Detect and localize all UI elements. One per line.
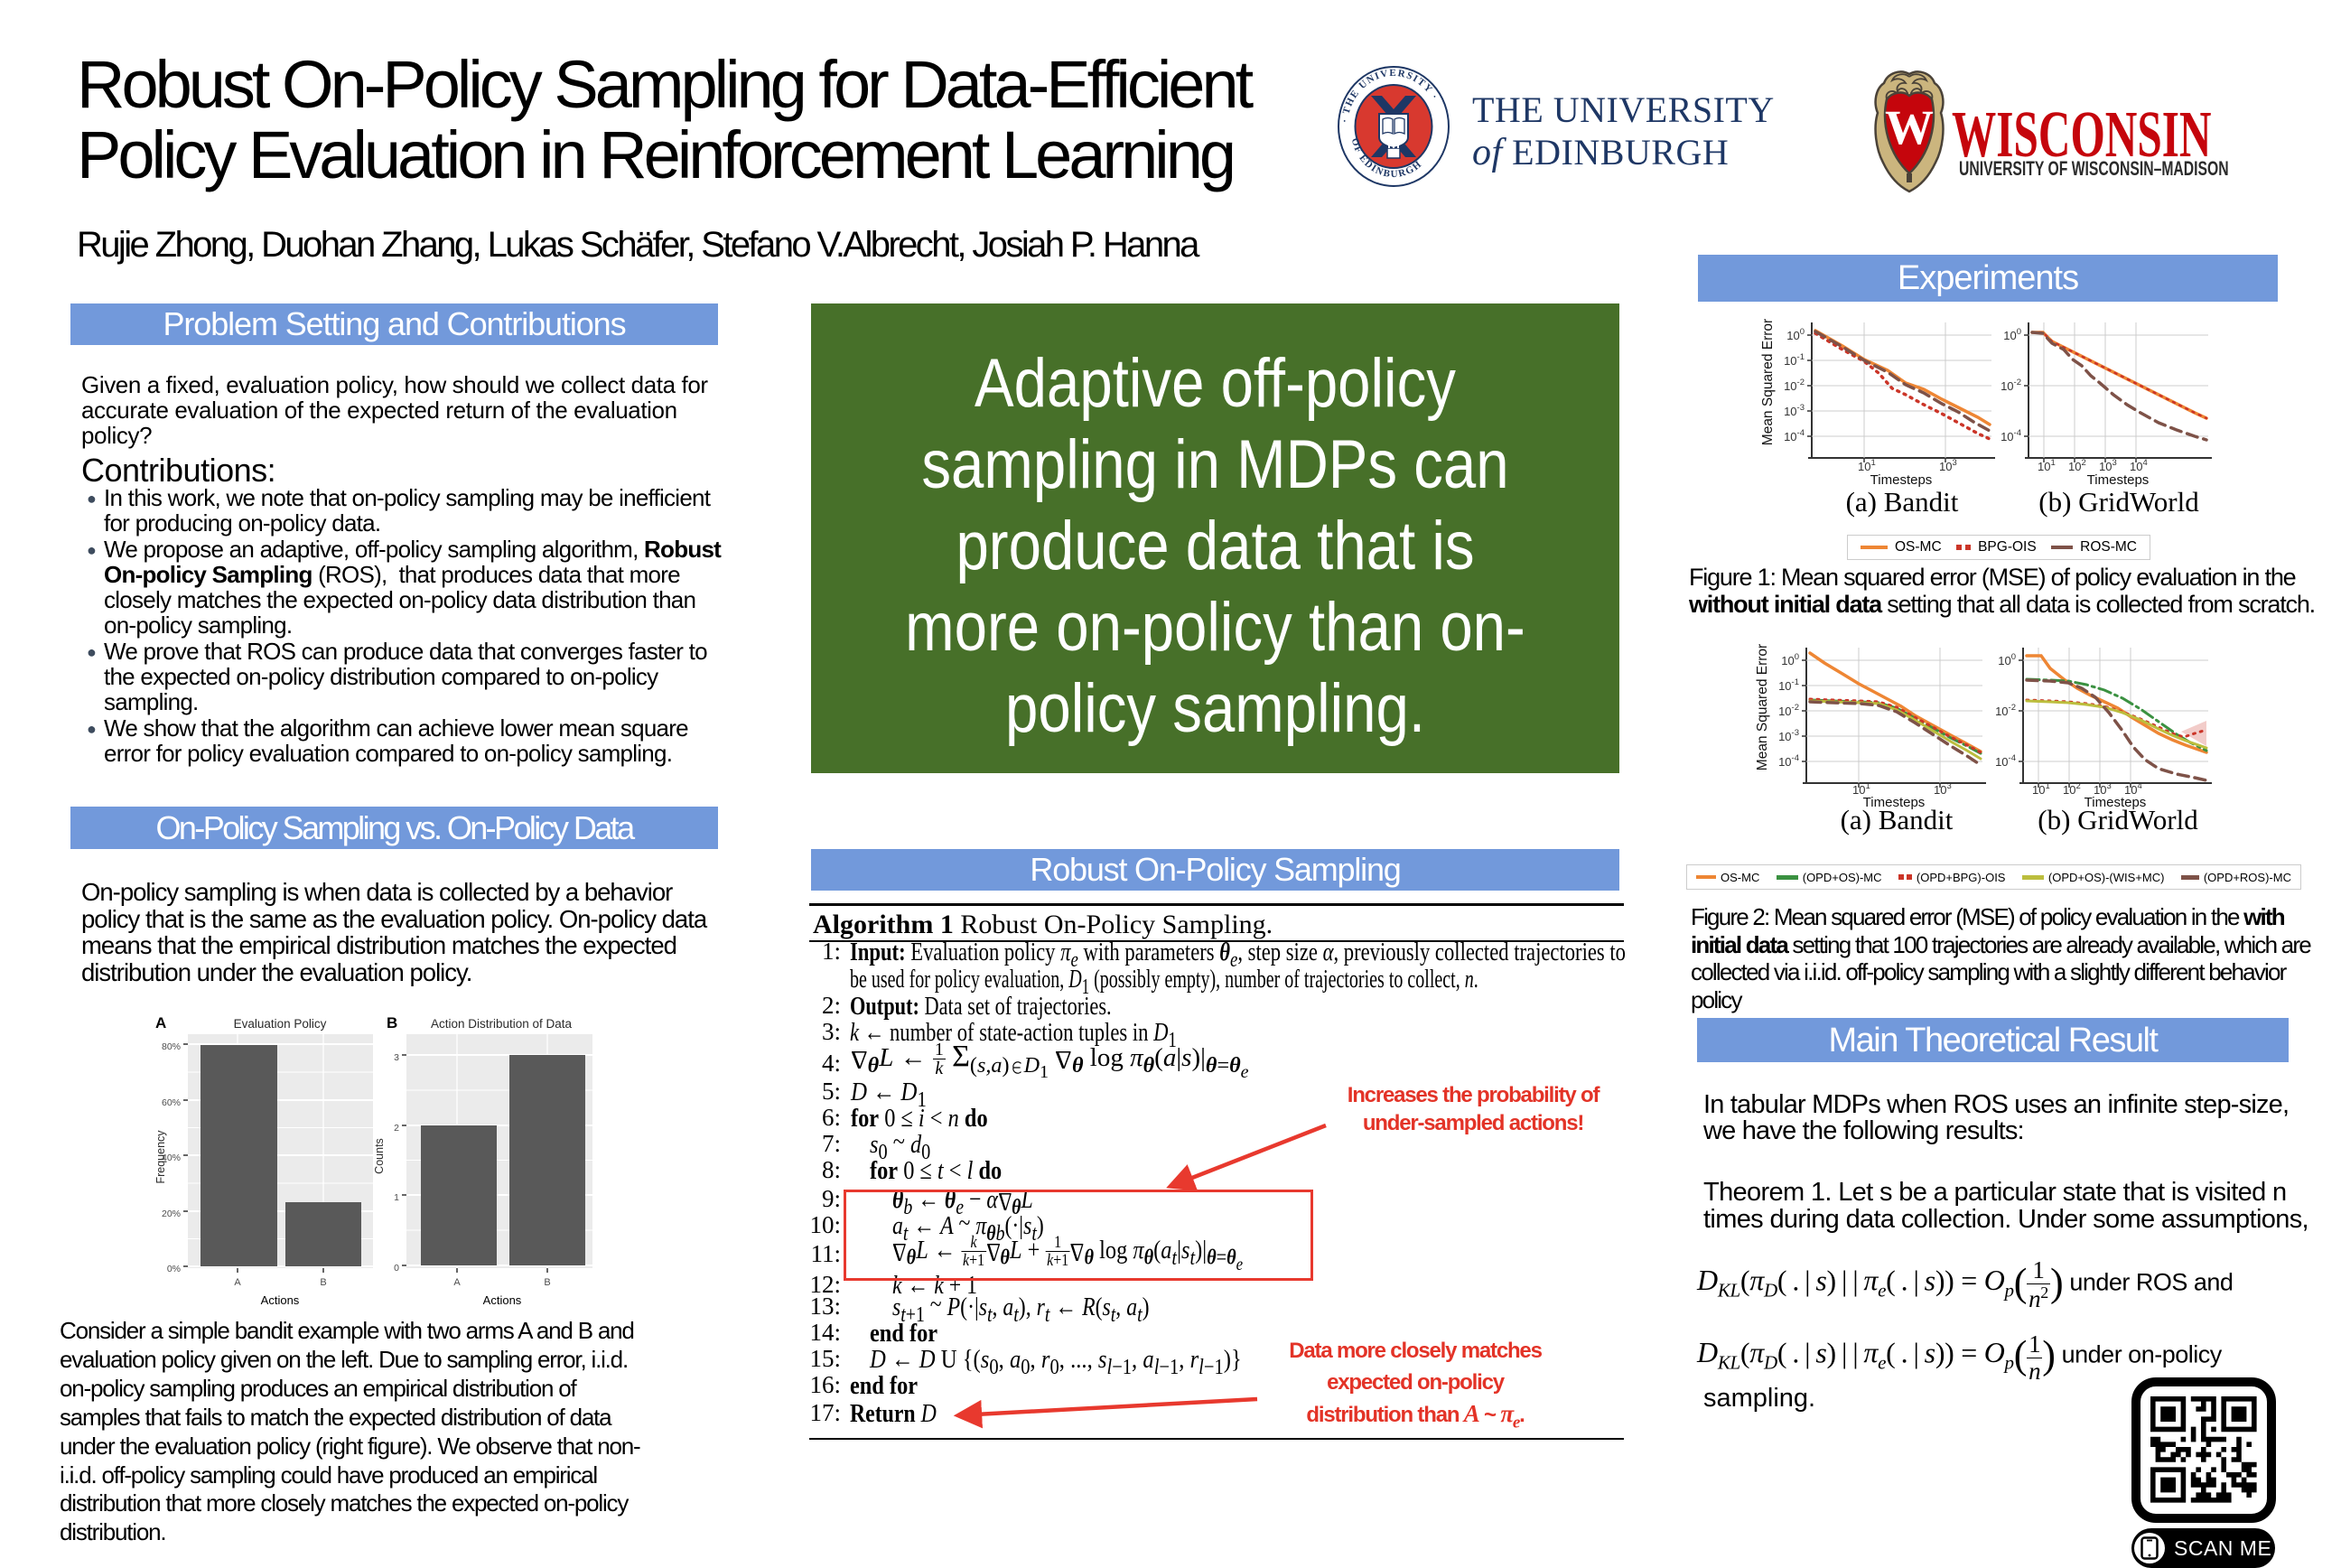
svg-text:10-2: 10-2 xyxy=(1995,703,2016,718)
svg-text:102: 102 xyxy=(2068,458,2086,473)
svg-text:10-2: 10-2 xyxy=(1784,378,1805,393)
svg-text:A: A xyxy=(234,1277,241,1288)
svg-text:10-3: 10-3 xyxy=(1778,728,1799,743)
svg-text:100: 100 xyxy=(1998,652,2016,667)
svg-text:Counts: Counts xyxy=(373,1138,386,1174)
svg-text:2: 2 xyxy=(394,1123,399,1134)
svg-text:101: 101 xyxy=(2032,781,2050,797)
svg-text:10-2: 10-2 xyxy=(1778,703,1799,718)
svg-text:Timesteps: Timesteps xyxy=(1870,472,1933,488)
svg-text:103: 103 xyxy=(1939,458,1957,473)
svg-text:101: 101 xyxy=(2038,458,2056,473)
svg-text:Frequency: Frequency xyxy=(154,1130,167,1184)
svg-text:Timesteps: Timesteps xyxy=(2085,795,2147,810)
svg-text:Mean Squared Error: Mean Squared Error xyxy=(1755,644,1770,770)
svg-text:104: 104 xyxy=(2130,458,2148,473)
svg-text:3: 3 xyxy=(394,1052,399,1063)
svg-text:100: 100 xyxy=(2003,327,2021,342)
svg-text:B: B xyxy=(387,1014,397,1031)
svg-text:Actions: Actions xyxy=(483,1293,522,1307)
svg-text:100: 100 xyxy=(1786,327,1805,342)
svg-text:10-4: 10-4 xyxy=(1778,753,1799,769)
svg-text:10-1: 10-1 xyxy=(1784,352,1805,368)
svg-text:60%: 60% xyxy=(162,1097,181,1108)
svg-text:A: A xyxy=(453,1277,461,1288)
svg-text:103: 103 xyxy=(2099,458,2117,473)
svg-text:Actions: Actions xyxy=(261,1293,300,1307)
svg-text:103: 103 xyxy=(1934,781,1952,797)
svg-text:1: 1 xyxy=(394,1192,399,1203)
svg-text:B: B xyxy=(544,1277,550,1288)
svg-text:Timesteps: Timesteps xyxy=(1863,795,1926,810)
svg-text:Mean Squared Error: Mean Squared Error xyxy=(1760,319,1776,445)
svg-text:10-1: 10-1 xyxy=(1778,677,1799,693)
svg-text:Timesteps: Timesteps xyxy=(2087,472,2150,488)
svg-text:0%: 0% xyxy=(167,1264,181,1274)
svg-text:Action Distribution of Data: Action Distribution of Data xyxy=(431,1017,573,1031)
svg-text:10-2: 10-2 xyxy=(2001,378,2021,393)
svg-text:40%: 40% xyxy=(162,1153,181,1163)
svg-text:20%: 20% xyxy=(162,1209,181,1219)
svg-text:10-4: 10-4 xyxy=(2001,428,2021,443)
svg-text:80%: 80% xyxy=(162,1041,181,1052)
svg-text:W: W xyxy=(1885,100,1934,154)
svg-text:0: 0 xyxy=(394,1263,399,1274)
svg-text:B: B xyxy=(320,1277,326,1288)
svg-text:100: 100 xyxy=(1781,652,1799,667)
svg-text:A: A xyxy=(155,1014,166,1031)
svg-text:102: 102 xyxy=(2063,781,2081,797)
svg-text:101: 101 xyxy=(1858,458,1876,473)
svg-text:10-4: 10-4 xyxy=(1995,753,2016,769)
svg-text:10-4: 10-4 xyxy=(1784,428,1805,443)
svg-text:10-3: 10-3 xyxy=(1784,403,1805,418)
svg-text:Evaluation Policy: Evaluation Policy xyxy=(234,1017,327,1031)
